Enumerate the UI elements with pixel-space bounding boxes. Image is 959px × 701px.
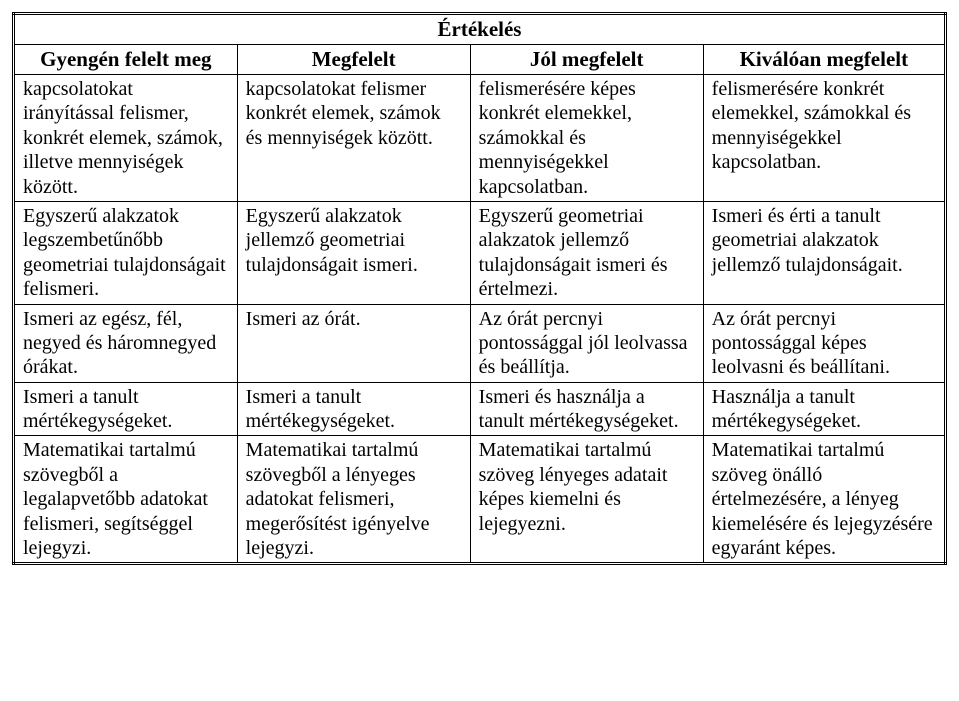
cell: kapcsolatokat felismer konkrét elemek, s… xyxy=(237,75,470,202)
table-container: ÉrtékelésGyengén felelt megMegfeleltJól … xyxy=(12,12,947,565)
cell: kapcsolatokat irányítással felismer, kon… xyxy=(14,75,238,202)
cell: Egyszerű geometriai alakzatok jellemző t… xyxy=(470,201,703,304)
header-row: Gyengén felelt megMegfeleltJól megfelelt… xyxy=(14,45,946,75)
cell: Egyszerű alakzatok jellemző geometriai t… xyxy=(237,201,470,304)
table-row: kapcsolatokat irányítással felismer, kon… xyxy=(14,75,946,202)
cell: Ismeri az egész, fél, negyed és háromneg… xyxy=(14,304,238,382)
evaluation-table: ÉrtékelésGyengén felelt megMegfeleltJól … xyxy=(12,12,947,565)
table-row: Ismeri a tanult mértékegységeket. Ismeri… xyxy=(14,382,946,436)
cell: Ismeri az órát. xyxy=(237,304,470,382)
cell: felismerésére képes konkrét elemekkel, s… xyxy=(470,75,703,202)
col-head-3: Jól megfelelt xyxy=(470,45,703,75)
cell: Egyszerű alakzatok legszembetűnőbb geome… xyxy=(14,201,238,304)
cell: Ismeri és érti a tanult geometriai alakz… xyxy=(703,201,945,304)
cell: Matematikai tartalmú szöveg önálló értel… xyxy=(703,436,945,564)
cell: Ismeri a tanult mértékegységeket. xyxy=(14,382,238,436)
col-head-2: Megfelelt xyxy=(237,45,470,75)
table-title: Értékelés xyxy=(14,14,946,45)
cell: felismerésére konkrét elemekkel, számokk… xyxy=(703,75,945,202)
title-row: Értékelés xyxy=(14,14,946,45)
cell: Ismeri és használja a tanult mértékegysé… xyxy=(470,382,703,436)
cell: Az órát percnyi pontossággal képes leolv… xyxy=(703,304,945,382)
col-head-4: Kiválóan megfelelt xyxy=(703,45,945,75)
cell: Ismeri a tanult mértékegységeket. xyxy=(237,382,470,436)
table-row: Egyszerű alakzatok legszembetűnőbb geome… xyxy=(14,201,946,304)
table-row: Ismeri az egész, fél, negyed és háromneg… xyxy=(14,304,946,382)
cell: Matematikai tartalmú szöveg lényeges ada… xyxy=(470,436,703,564)
cell: Matematikai tartalmú szövegből a legalap… xyxy=(14,436,238,564)
table-row: Matematikai tartalmú szövegből a legalap… xyxy=(14,436,946,564)
cell: Használja a tanult mértékegységeket. xyxy=(703,382,945,436)
cell: Az órát percnyi pontossággal jól leolvas… xyxy=(470,304,703,382)
cell: Matematikai tartalmú szövegből a lényege… xyxy=(237,436,470,564)
col-head-1: Gyengén felelt meg xyxy=(14,45,238,75)
